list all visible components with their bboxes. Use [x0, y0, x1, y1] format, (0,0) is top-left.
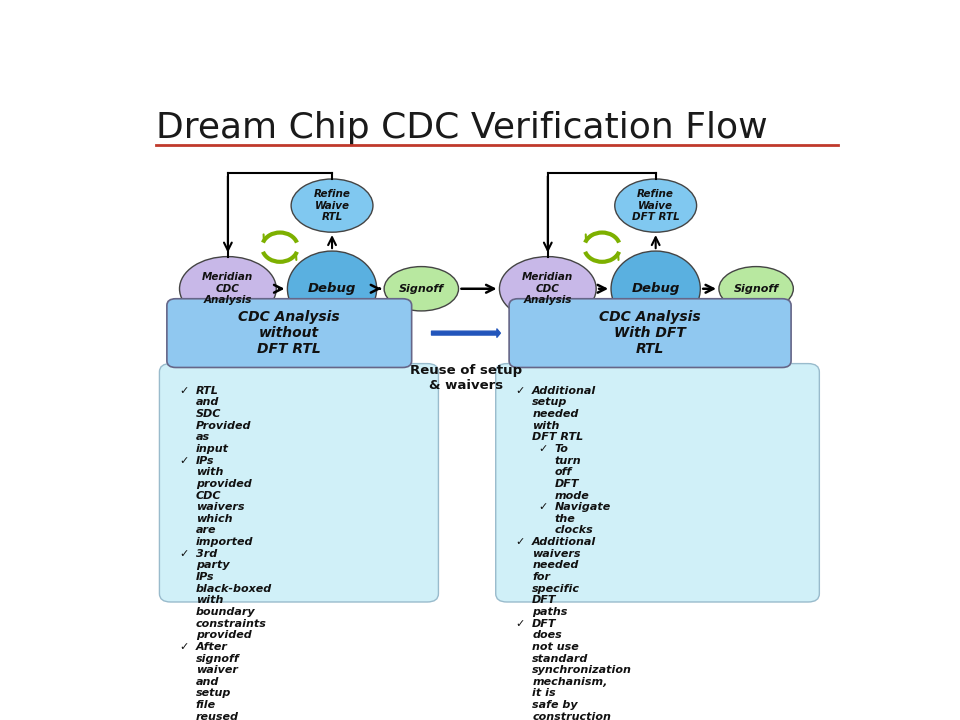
Text: mode: mode	[555, 490, 589, 500]
Text: paths: paths	[532, 607, 567, 617]
Ellipse shape	[384, 266, 459, 311]
Text: specific: specific	[532, 584, 580, 594]
Ellipse shape	[287, 251, 376, 326]
Text: Meridian
CDC
Analysis: Meridian CDC Analysis	[522, 272, 573, 305]
Text: ✓: ✓	[180, 456, 189, 466]
Text: Meridian
CDC
Analysis: Meridian CDC Analysis	[203, 272, 253, 305]
Text: SDC: SDC	[196, 409, 221, 419]
Text: Refine
Waive
DFT RTL: Refine Waive DFT RTL	[632, 189, 680, 222]
Text: Signoff: Signoff	[398, 284, 444, 294]
Text: CDC Analysis
without
DFT RTL: CDC Analysis without DFT RTL	[238, 310, 340, 356]
Text: reused: reused	[196, 712, 239, 720]
FancyBboxPatch shape	[509, 299, 791, 367]
Text: synchronization: synchronization	[532, 665, 632, 675]
Text: provided: provided	[196, 479, 252, 489]
Text: DFT: DFT	[532, 595, 557, 606]
Text: party: party	[196, 560, 229, 570]
Text: not use: not use	[532, 642, 579, 652]
Text: with: with	[196, 595, 224, 606]
Text: Dream Chip CDC Verification Flow: Dream Chip CDC Verification Flow	[156, 112, 767, 145]
Text: construction: construction	[532, 712, 612, 720]
Text: clocks: clocks	[555, 526, 593, 536]
Text: it is: it is	[532, 688, 556, 698]
Ellipse shape	[291, 179, 372, 233]
Text: setup: setup	[532, 397, 567, 408]
Text: ✓: ✓	[180, 549, 189, 559]
Text: To: To	[555, 444, 568, 454]
Text: IPs: IPs	[196, 456, 214, 466]
Text: safe by: safe by	[532, 700, 578, 710]
Text: turn: turn	[555, 456, 581, 466]
Ellipse shape	[719, 266, 793, 311]
Text: Additional: Additional	[532, 537, 596, 547]
FancyBboxPatch shape	[495, 364, 820, 602]
FancyArrowPatch shape	[432, 329, 500, 337]
Text: waiver: waiver	[196, 665, 238, 675]
Text: DFT: DFT	[532, 618, 557, 629]
Text: file: file	[196, 700, 216, 710]
Ellipse shape	[611, 251, 700, 326]
Text: signoff: signoff	[196, 654, 240, 664]
Text: and: and	[196, 677, 219, 687]
Text: Provided: Provided	[196, 420, 252, 431]
Text: 3rd: 3rd	[196, 549, 217, 559]
Text: input: input	[196, 444, 228, 454]
Text: with: with	[532, 420, 560, 431]
Text: black-boxed: black-boxed	[196, 584, 272, 594]
Text: IPs: IPs	[196, 572, 214, 582]
Text: DFT RTL: DFT RTL	[532, 432, 584, 442]
Text: CDC Analysis
With DFT
RTL: CDC Analysis With DFT RTL	[599, 310, 701, 356]
Text: does: does	[532, 630, 562, 640]
Text: mechanism,: mechanism,	[532, 677, 608, 687]
Text: After: After	[196, 642, 228, 652]
Text: standard: standard	[532, 654, 588, 664]
Text: waivers: waivers	[196, 503, 245, 512]
Text: off: off	[555, 467, 572, 477]
Text: ✓: ✓	[516, 618, 525, 629]
Text: ✓: ✓	[539, 444, 547, 454]
Text: ✓: ✓	[180, 642, 189, 652]
Text: Debug: Debug	[632, 282, 680, 295]
Text: the: the	[555, 514, 575, 524]
Text: provided: provided	[196, 630, 252, 640]
FancyBboxPatch shape	[167, 299, 412, 367]
Text: Additional: Additional	[532, 386, 596, 396]
Text: ✓: ✓	[180, 386, 189, 396]
Text: ✓: ✓	[516, 537, 525, 547]
Text: CDC: CDC	[196, 490, 222, 500]
Text: for: for	[532, 572, 550, 582]
FancyBboxPatch shape	[159, 364, 439, 602]
Text: constraints: constraints	[196, 618, 267, 629]
Ellipse shape	[614, 179, 697, 233]
Text: with: with	[196, 467, 224, 477]
Text: ✓: ✓	[539, 503, 547, 512]
Text: waivers: waivers	[532, 549, 581, 559]
Text: and: and	[196, 397, 219, 408]
Text: Debug: Debug	[308, 282, 356, 295]
Ellipse shape	[499, 256, 596, 321]
Text: Reuse of setup
& waivers: Reuse of setup & waivers	[410, 364, 522, 392]
Ellipse shape	[180, 256, 276, 321]
Text: boundary: boundary	[196, 607, 255, 617]
Text: Navigate: Navigate	[555, 503, 611, 512]
Text: imported: imported	[196, 537, 253, 547]
Text: needed: needed	[532, 409, 579, 419]
Text: DFT: DFT	[555, 479, 579, 489]
Text: RTL: RTL	[196, 386, 219, 396]
Text: Refine
Waive
RTL: Refine Waive RTL	[314, 189, 350, 222]
Text: Signoff: Signoff	[733, 284, 779, 294]
Text: needed: needed	[532, 560, 579, 570]
Text: setup: setup	[196, 688, 231, 698]
Text: are: are	[196, 526, 216, 536]
Text: ✓: ✓	[516, 386, 525, 396]
Text: which: which	[196, 514, 232, 524]
Text: as: as	[196, 432, 210, 442]
